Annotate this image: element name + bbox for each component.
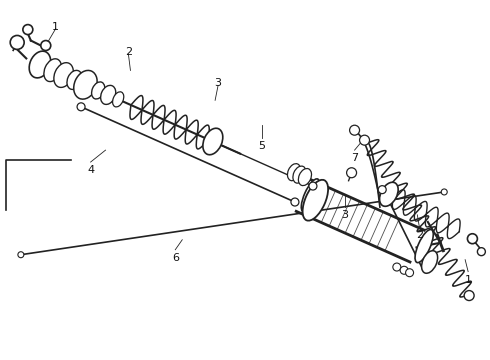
Circle shape <box>23 24 33 35</box>
Ellipse shape <box>380 182 398 206</box>
Ellipse shape <box>288 164 300 181</box>
Circle shape <box>349 125 360 135</box>
Circle shape <box>291 198 299 206</box>
Circle shape <box>41 41 51 50</box>
Text: 3: 3 <box>215 78 221 88</box>
Ellipse shape <box>92 82 105 99</box>
Ellipse shape <box>113 92 124 107</box>
Ellipse shape <box>67 70 82 89</box>
Circle shape <box>393 263 401 271</box>
Circle shape <box>346 168 357 178</box>
Circle shape <box>10 35 24 49</box>
Circle shape <box>400 266 408 274</box>
Ellipse shape <box>44 59 61 82</box>
Text: 6: 6 <box>172 253 179 263</box>
Text: 2: 2 <box>416 230 423 240</box>
Circle shape <box>360 135 369 145</box>
Text: 1: 1 <box>465 275 472 285</box>
Text: 4: 4 <box>87 165 94 175</box>
Ellipse shape <box>415 230 433 263</box>
Text: 1: 1 <box>52 22 59 32</box>
Ellipse shape <box>293 166 306 183</box>
Circle shape <box>441 189 447 195</box>
Circle shape <box>467 234 477 244</box>
Circle shape <box>378 186 386 194</box>
Ellipse shape <box>54 63 74 87</box>
Ellipse shape <box>203 128 223 155</box>
Ellipse shape <box>74 71 97 99</box>
Circle shape <box>309 182 317 190</box>
Ellipse shape <box>298 168 312 186</box>
Ellipse shape <box>100 85 116 104</box>
Text: 7: 7 <box>351 153 358 163</box>
Text: 2: 2 <box>125 48 132 58</box>
Circle shape <box>477 248 486 256</box>
Circle shape <box>406 269 414 277</box>
Ellipse shape <box>29 51 50 78</box>
Circle shape <box>18 252 24 258</box>
Circle shape <box>77 103 85 111</box>
Text: 5: 5 <box>258 141 266 151</box>
Text: 3: 3 <box>341 210 348 220</box>
Ellipse shape <box>421 251 438 273</box>
Ellipse shape <box>303 180 328 221</box>
Circle shape <box>464 291 474 301</box>
Ellipse shape <box>301 179 319 212</box>
